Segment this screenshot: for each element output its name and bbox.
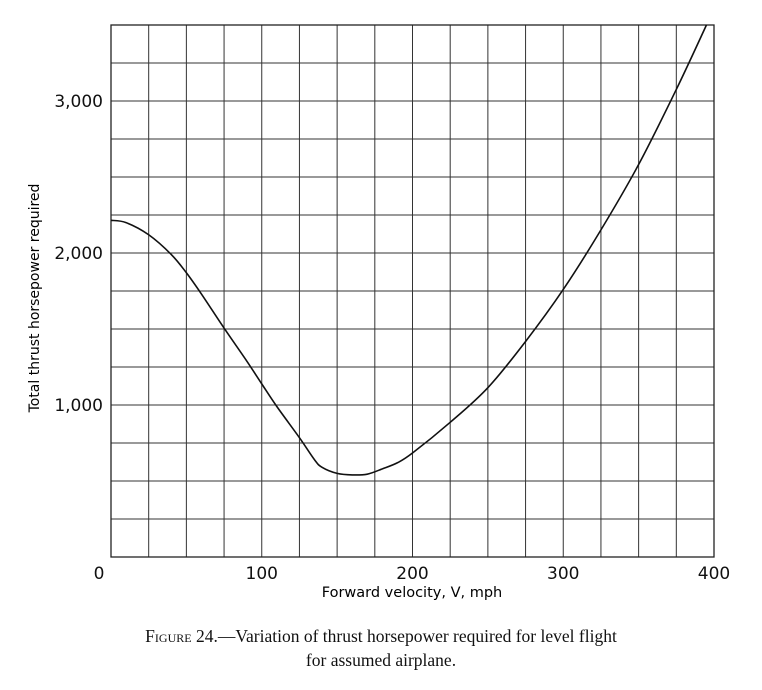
- figure-caption: Figure 24.—Variation of thrust horsepowe…: [0, 624, 762, 672]
- y-tick-label: 3,000: [54, 92, 103, 112]
- plot-frame: [110, 24, 715, 558]
- caption-text-line2: for assumed airplane.: [305, 650, 457, 670]
- x-tick-label: 100: [246, 564, 278, 584]
- x-tick-label: 200: [396, 564, 428, 584]
- grid: [111, 25, 714, 557]
- x-axis-label: Forward velocity, V, mph: [322, 585, 502, 601]
- y-axis-label: Total thrust horsepower required: [27, 184, 43, 414]
- series-line: [110, 24, 708, 476]
- x-tick-labels: 0 100 200 300 400: [94, 564, 731, 584]
- x-tick-label: 400: [698, 564, 730, 584]
- y-tick-label: 2,000: [54, 244, 103, 264]
- y-tick-labels: 1,000 2,000 3,000: [54, 92, 103, 416]
- caption-text-line1: —Variation of thrust horsepower required…: [217, 626, 617, 646]
- x-tick-label: 300: [547, 564, 579, 584]
- x-tick-label: 0: [94, 564, 105, 584]
- caption-label: Figure 24.: [145, 626, 218, 646]
- chart: 0 100 200 300 400 1,000 2,000 3,000 Forward ve…: [27, 24, 731, 601]
- y-tick-label: 1,000: [54, 396, 103, 416]
